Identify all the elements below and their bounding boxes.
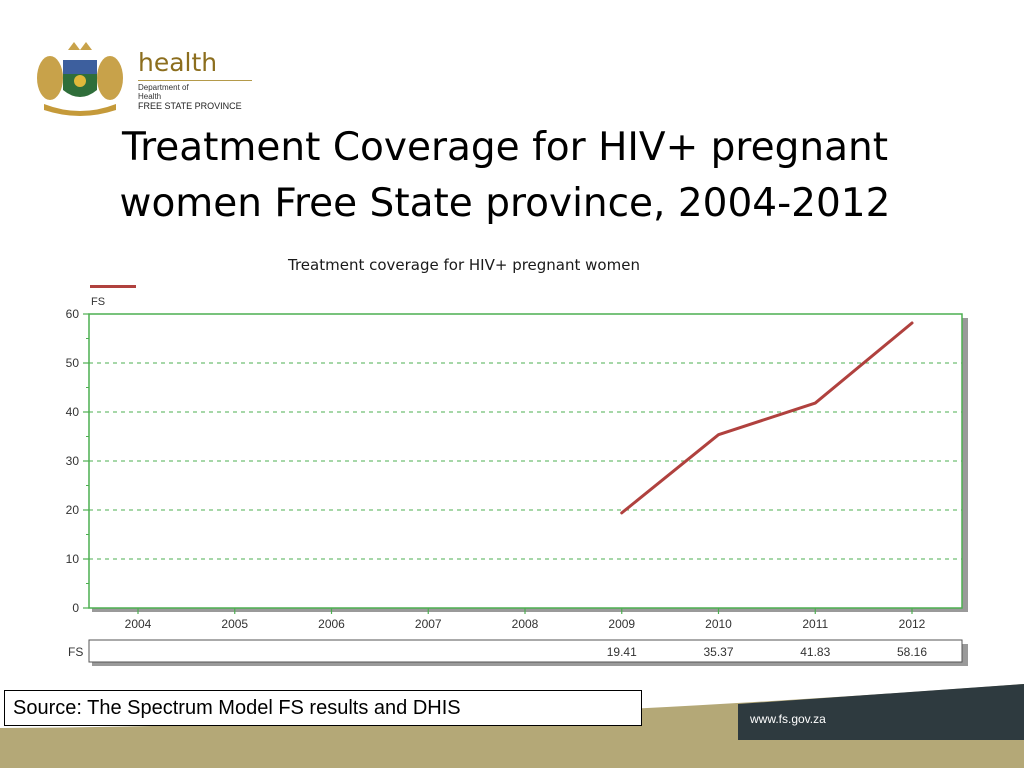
series-line	[620, 321, 914, 515]
table-series-label: FS	[68, 645, 83, 659]
legend-swatch	[90, 285, 136, 288]
y-tick-label: 50	[66, 356, 80, 370]
x-tick-label: 2006	[318, 617, 345, 631]
logo-department-line: Department of	[138, 83, 189, 92]
logo-province: FREE STATE PROVINCE	[138, 101, 242, 111]
data-table	[88, 639, 963, 663]
footer-url: www.fs.gov.za	[750, 712, 826, 726]
footer-dark-band	[738, 684, 1024, 740]
y-tick-label: 0	[72, 601, 79, 615]
y-tick-label: 60	[66, 307, 80, 321]
x-tick-label: 2007	[415, 617, 442, 631]
y-tick-label: 10	[66, 552, 80, 566]
x-tick-label: 2004	[125, 617, 152, 631]
source-note: Source: The Spectrum Model FS results an…	[13, 697, 461, 719]
table-value: 41.83	[800, 645, 830, 659]
logo-divider	[138, 80, 252, 81]
x-tick-label: 2008	[512, 617, 539, 631]
logo-department: Department of Health	[138, 83, 189, 101]
x-tick-label: 2011	[802, 617, 828, 631]
x-tick-label: 2012	[899, 617, 926, 631]
y-tick-label: 20	[66, 503, 80, 517]
table-value: 58.16	[897, 645, 927, 659]
table-value: 19.41	[607, 645, 637, 659]
slide-title: Treatment Coverage for HIV+ pregnant wom…	[0, 120, 1010, 232]
y-tick-label: 40	[66, 405, 80, 419]
legend-label: FS	[91, 296, 106, 308]
x-tick-label: 2005	[221, 617, 248, 631]
department-logo: health Department of Health FREE STATE P…	[30, 38, 260, 118]
x-tick-label: 2010	[705, 617, 732, 631]
logo-department-line: Health	[138, 92, 162, 101]
x-tick-label: 2009	[608, 617, 635, 631]
chart-title: Treatment coverage for HIV+ pregnant wom…	[288, 256, 640, 274]
slide-title-line: women Free State province, 2004-2012	[119, 181, 891, 226]
coat-of-arms-icon	[37, 42, 123, 116]
table-value: 35.37	[703, 645, 733, 659]
y-tick-label: 30	[66, 454, 80, 468]
source-box: Source: The Spectrum Model FS results an…	[4, 690, 642, 726]
slide-title-line: Treatment Coverage for HIV+ pregnant	[121, 125, 888, 170]
logo-name: health	[138, 48, 218, 77]
